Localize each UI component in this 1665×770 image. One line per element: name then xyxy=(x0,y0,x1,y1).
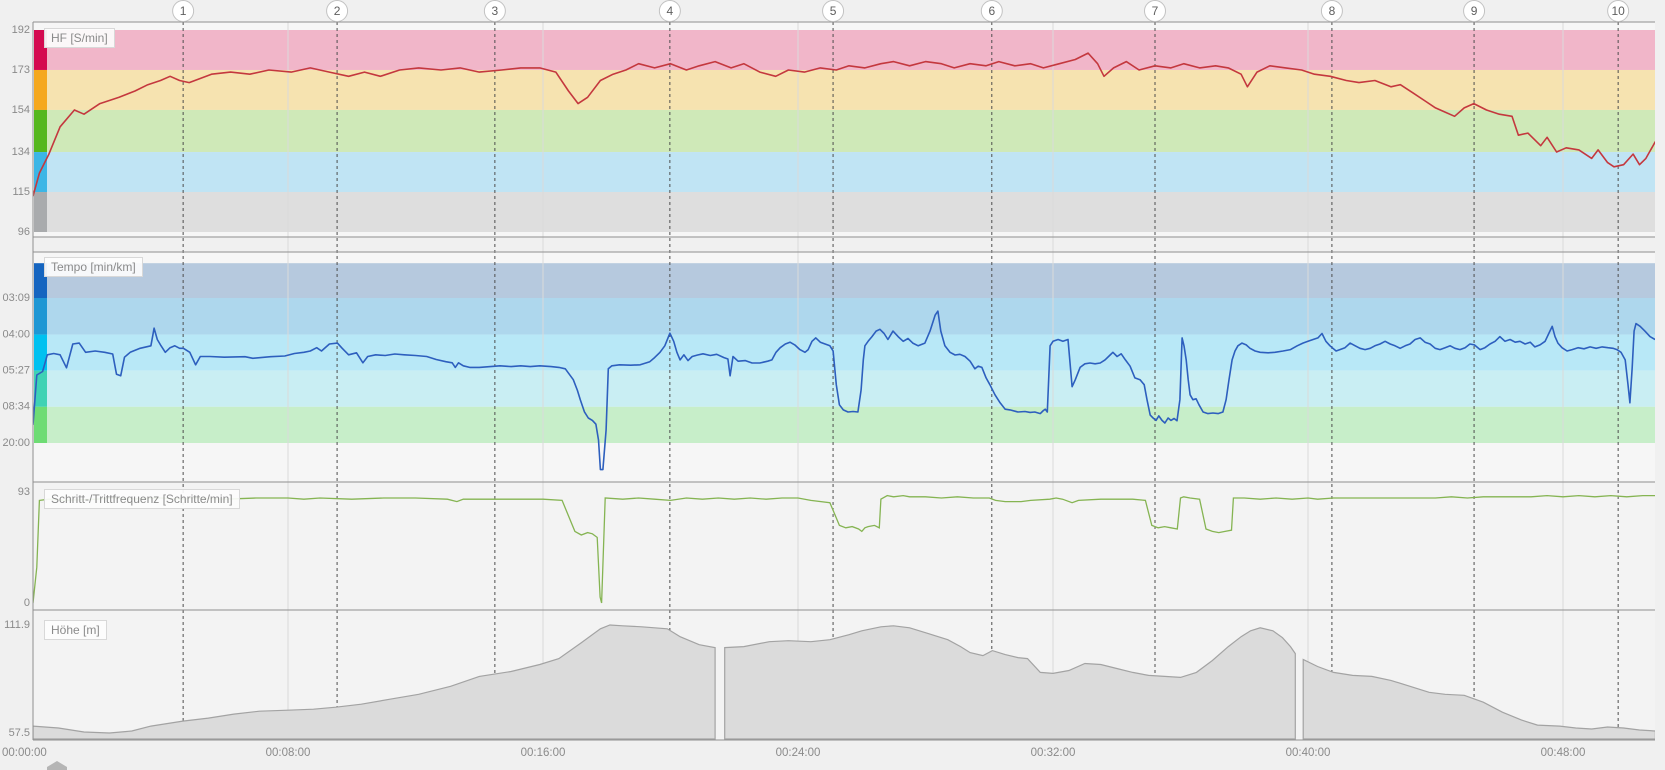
y-axis-label: 192 xyxy=(12,24,30,36)
km-marker-badge xyxy=(1144,0,1166,22)
y-axis-label: 08:34 xyxy=(2,401,30,413)
hf-series-line xyxy=(33,52,1655,197)
cadence-series-line xyxy=(33,494,1655,604)
km-marker-badge xyxy=(822,0,845,22)
y-axis-label: 173 xyxy=(12,64,30,76)
km-marker-badge xyxy=(1607,0,1630,22)
tempo-zone-strip xyxy=(34,263,47,299)
km-marker-label: 1 xyxy=(180,4,187,18)
altitude-panel-label: Höhe [m] xyxy=(44,620,107,640)
y-axis-label: 57.5 xyxy=(9,727,30,739)
y-axis-label: 20:00 xyxy=(2,437,30,449)
time-axis-label: 00:32:00 xyxy=(1031,747,1076,759)
hf-zone-strip xyxy=(34,30,47,70)
km-marker-label: 2 xyxy=(334,4,341,18)
time-axis-label: 00:08:00 xyxy=(266,747,311,759)
km-marker-badge xyxy=(483,0,506,22)
km-marker-badge xyxy=(1320,0,1343,22)
time-axis-label: 00:40:00 xyxy=(1286,747,1331,759)
km-marker-label: 7 xyxy=(1152,4,1159,18)
km-marker-badge xyxy=(658,0,681,22)
hf-zone-band xyxy=(47,109,1655,153)
y-axis-label: 96 xyxy=(18,226,30,238)
altitude-series-area xyxy=(724,625,1296,740)
km-marker-label: 6 xyxy=(988,4,995,18)
km-marker-badge xyxy=(172,0,195,22)
km-marker-badge xyxy=(326,0,349,22)
tempo-zone-strip xyxy=(34,298,47,335)
time-axis-label: 00:16:00 xyxy=(521,747,566,759)
time-axis-label: 00:24:00 xyxy=(776,747,821,759)
y-axis-label: 0 xyxy=(24,597,30,609)
km-marker-label: 3 xyxy=(492,4,499,18)
tempo-zone-band xyxy=(47,406,1655,443)
time-axis-label: 00:48:00 xyxy=(1541,747,1586,759)
cad-panel-background xyxy=(33,482,1655,610)
tempo-zone-band xyxy=(47,334,1655,371)
time-axis-label: 00:00:00 xyxy=(2,747,47,759)
hf-zone-band xyxy=(47,152,1655,193)
tempo-zone-strip xyxy=(34,406,47,443)
y-axis-label: 05:27 xyxy=(2,365,30,377)
hf-zone-strip xyxy=(34,69,47,110)
km-marker-label: 10 xyxy=(1611,4,1625,18)
y-axis-label: 111.9 xyxy=(4,619,30,631)
timeline-marker xyxy=(47,761,67,770)
y-axis-label: 03:09 xyxy=(2,292,30,304)
hf-zone-band xyxy=(47,69,1655,110)
km-marker-badge xyxy=(980,0,1003,22)
km-marker-label: 8 xyxy=(1329,4,1336,18)
y-axis-label: 134 xyxy=(12,146,30,158)
hf-zone-strip xyxy=(34,192,47,233)
y-axis-label: 115 xyxy=(12,186,30,198)
tempo-zone-strip xyxy=(34,334,47,371)
tempo-zone-band xyxy=(47,263,1655,299)
y-axis-label: 04:00 xyxy=(2,328,30,340)
hf-panel-label: HF [S/min] xyxy=(44,28,115,48)
tempo-series-line xyxy=(33,310,1655,471)
km-marker-badge xyxy=(1463,0,1486,22)
tempo-zone-band xyxy=(47,370,1655,407)
km-marker-label: 5 xyxy=(830,4,837,18)
hf-zone-band xyxy=(47,30,1655,70)
altitude-series-area xyxy=(1302,658,1655,740)
km-marker-label: 9 xyxy=(1471,4,1478,18)
y-axis-label: 93 xyxy=(18,486,30,498)
hf-zone-band xyxy=(47,192,1655,233)
altitude-series-area xyxy=(33,624,716,740)
y-axis-label: 154 xyxy=(12,104,30,116)
cadence-panel-label: Schritt-/Trittfrequenz [Schritte/min] xyxy=(44,489,240,509)
hf-zone-strip xyxy=(34,109,47,153)
tempo-zone-band xyxy=(47,298,1655,335)
tempo-zone-strip xyxy=(34,370,47,407)
km-marker-label: 4 xyxy=(667,4,674,18)
tempo-panel-label: Tempo [min/km] xyxy=(44,257,143,277)
